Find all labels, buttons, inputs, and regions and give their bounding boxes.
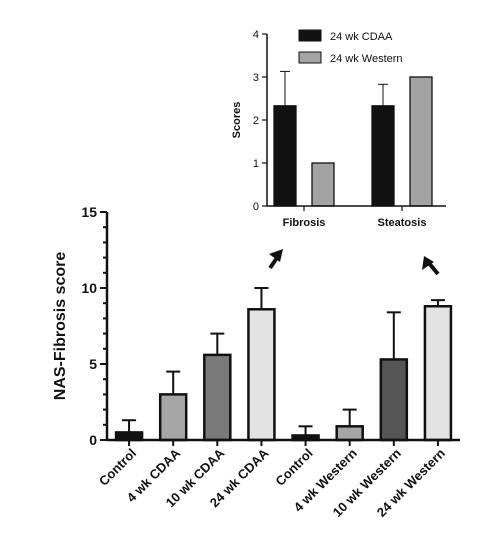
inset-y-tick-label: 2 [253,115,259,127]
inset-legend: 24 wk CDAA 24 wk Western [298,29,403,65]
inset-y-axis-label: Scores [231,102,243,139]
main-y-tick-label: 15 [81,204,97,220]
arrow-up-left-icon [422,256,440,276]
inset-y-tick-label: 3 [253,72,259,84]
main-bar [423,304,453,442]
arrow-up-right-icon [268,249,283,270]
inset-bar [371,105,395,207]
main-y-axis-label: NAS-Fibrosis score [52,252,69,401]
main-y-tick-label: 10 [81,280,97,296]
main-y-tick-label: 0 [89,432,97,448]
main-bars [114,304,453,442]
main-bar [203,353,232,442]
legend-swatch-western [298,51,322,64]
inset-y-tick-label: 0 [253,201,259,213]
inset-bar [409,76,433,207]
main-error-bars [122,287,445,436]
inset-y-tick-label: 1 [253,158,259,170]
inset-error-bars [280,70,388,106]
inset-bar [311,162,335,207]
main-axes [100,211,460,446]
main-bar [379,358,409,442]
inset-bar [273,105,297,207]
main-x-tick-label: Control [272,446,315,489]
legend-swatch-cdaa [298,29,322,42]
legend-label-cdaa: 24 wk CDAA [330,31,393,43]
inset-y-tick-label: 4 [253,29,259,41]
inset-x-tick-label: Steatosis [378,217,427,229]
inset-x-tick-label: Fibrosis [283,217,326,229]
main-y-tick-label: 5 [89,356,97,372]
inset-axes [262,33,446,211]
inset-y-tick-labels: 0 1 2 3 4 [253,29,259,213]
main-x-tick-label: Control [96,446,139,489]
main-bar [158,393,188,442]
inset-bars [273,76,433,207]
main-bar [335,425,364,442]
inset-x-tick-labels: Fibrosis Steatosis [283,217,427,229]
main-y-tick-labels: 0 5 10 15 [81,204,97,448]
main-bar [247,308,276,442]
inset-chart: 0 1 2 3 4 Fibrosis Steatosis Scores 24 wk CDA… [231,29,446,229]
arrows [268,249,440,276]
legend-label-western: 24 wk Western [330,53,403,65]
